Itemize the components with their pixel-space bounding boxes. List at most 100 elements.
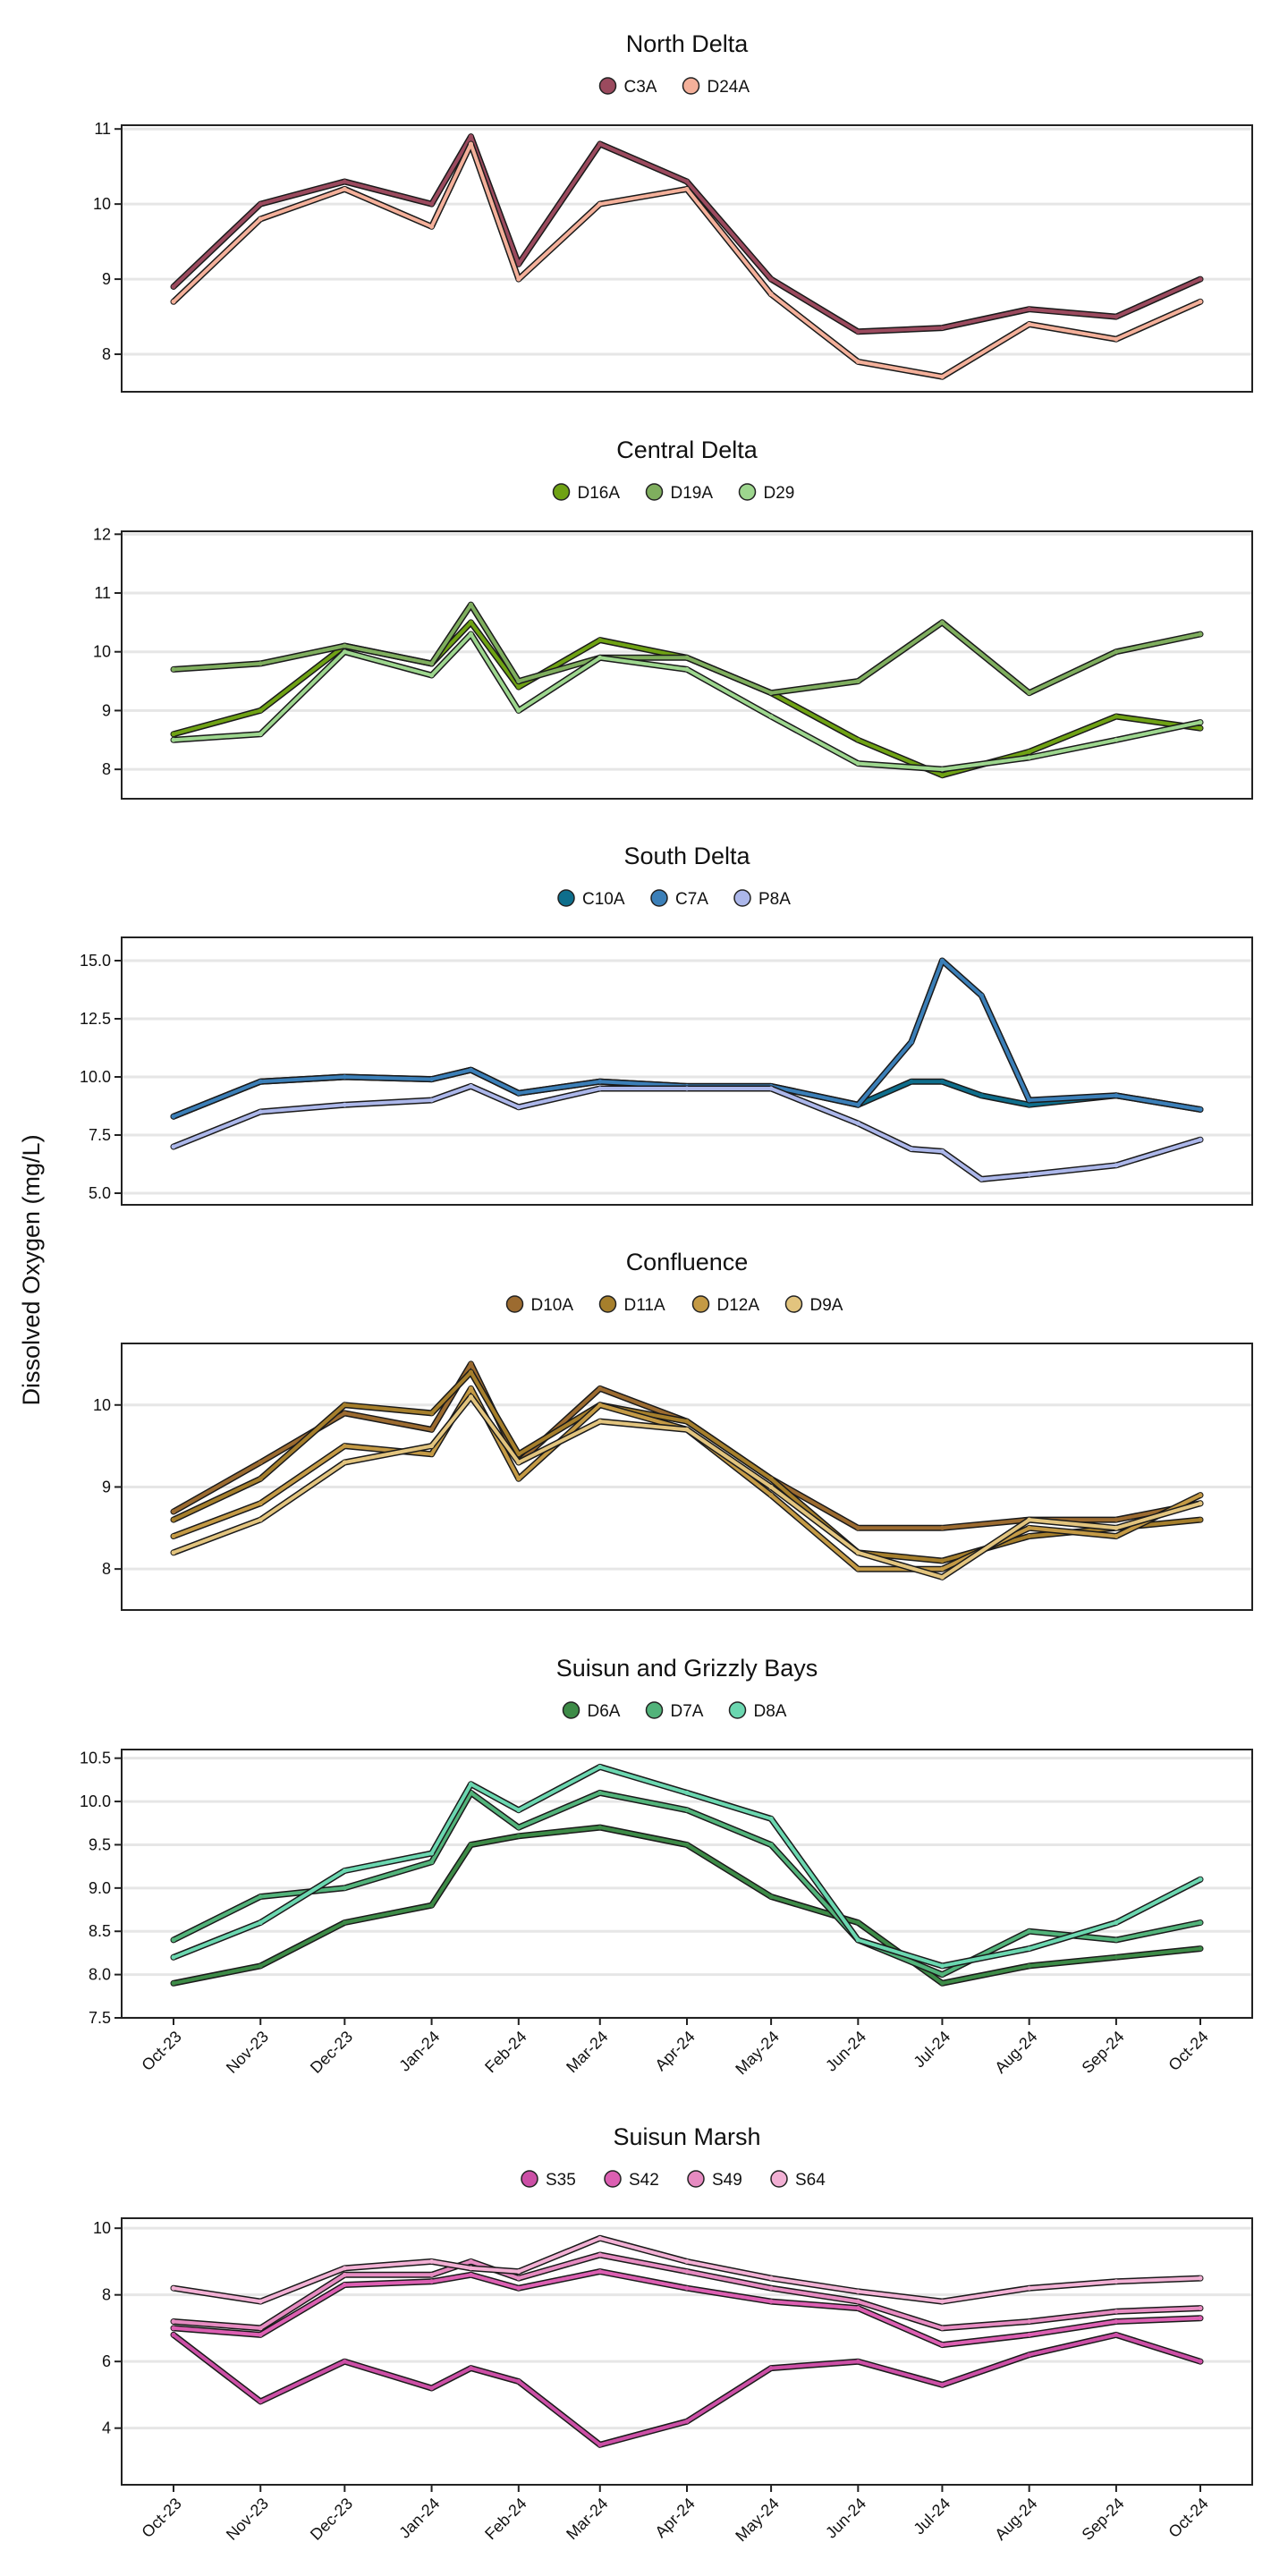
data-point [258,1079,263,1084]
data-point [1027,1097,1032,1103]
series-outline-D29 [170,631,1204,773]
data-point [684,2419,690,2424]
x-tick-label: Apr-24 [651,2028,698,2074]
data-point [258,1109,263,1114]
data-point [342,179,347,184]
data-point [684,2258,690,2264]
data-point [768,1086,774,1091]
legend-swatch [738,483,757,501]
data-point [516,1452,521,1457]
data-point [684,2269,690,2275]
x-tick-label: Oct-24 [1165,2028,1211,2074]
legend-label: D11A [624,1296,665,1315]
series-line-D12A [172,1386,1202,1572]
data-point [1114,336,1119,342]
data-point [258,2332,263,2337]
data-point [468,1842,473,1847]
data-point [939,1574,945,1580]
data-point [171,1144,176,1149]
data-point [516,1090,521,1096]
data-point [429,1427,435,1432]
data-point [258,1517,263,1522]
series-line-D7A [172,1791,1202,1977]
data-point [855,1566,860,1572]
data-point [1114,1533,1119,1538]
data-point [684,666,690,672]
data-point [768,691,774,696]
legend-label: D8A [754,1702,787,1721]
data-point [342,2283,347,2287]
data-point [939,1963,945,1969]
data-point [939,2326,945,2331]
data-point [516,1808,521,1813]
data-point [171,2332,176,2337]
data-point [768,1476,774,1481]
data-point [342,2266,347,2271]
data-point [258,1501,263,1506]
series-line-C3A [172,134,1202,334]
x-tick-label: May-24 [732,2028,783,2079]
data-point [1198,2316,1203,2321]
y-tick-label: 9 [102,701,111,719]
data-point [342,2272,347,2277]
x-tick-label: Jan-24 [395,2495,443,2542]
legend-label: D19A [671,484,714,503]
data-point [429,1444,435,1449]
data-point [171,1533,176,1538]
legend-label: D7A [671,1702,704,1721]
y-tick-label: 4 [102,2419,111,2437]
series-outline-D10A [170,1360,1204,1531]
legend-swatch [604,2170,622,2188]
data-point [939,2343,945,2348]
chart-panel-3: South Delta C10A C7A P8A 5.0 7.5 10.0 12.5 15.0 [80,843,1253,1206]
data-point [1198,2275,1203,2281]
data-point [429,1097,435,1103]
data-point [1114,1954,1119,1960]
data-point [258,216,263,222]
data-point [468,602,473,607]
data-point [1114,2309,1119,2314]
legend-label: D29 [764,484,795,503]
data-point [768,2285,774,2291]
data-point [1027,1517,1032,1522]
data-point [171,1509,176,1514]
y-tick-label: 12 [93,525,111,543]
legend-label: P8A [758,890,791,909]
y-tick-label: 10 [93,2219,111,2237]
data-point [855,1937,860,1943]
data-point [1114,1937,1119,1943]
series-line-D29 [172,632,1202,772]
data-point [855,1550,860,1555]
legend-label: D12A [717,1296,760,1315]
data-point [768,1816,774,1821]
y-tick-label: 12.5 [80,1010,111,1028]
legend-swatch [598,77,617,95]
series-line-C7A [172,959,1202,1119]
data-point [1027,1533,1032,1538]
data-point [1027,2285,1032,2291]
data-point [468,134,473,140]
y-tick-label: 8 [102,760,111,778]
data-point [939,2299,945,2304]
series-line-P8A [172,1084,1202,1182]
plot-frame [121,530,1253,800]
data-point [939,1558,945,1563]
data-point [1114,2279,1119,2284]
data-point [597,1825,603,1830]
data-point [1198,631,1203,637]
data-point [1198,1501,1203,1506]
data-point [909,1079,914,1084]
data-point [516,2285,521,2291]
legend-swatch [728,1701,747,1719]
data-point [939,1079,945,1084]
series-outline-D6A [170,1824,1204,1987]
plot-frame [121,2217,1253,2486]
x-tick-label: Aug-24 [991,2028,1040,2077]
data-point [171,1937,176,1943]
data-point [939,620,945,625]
data-point [1198,725,1203,731]
y-tick-label: 9 [102,270,111,288]
data-point [684,1427,690,1432]
data-point [468,631,473,637]
data-point [258,201,263,207]
